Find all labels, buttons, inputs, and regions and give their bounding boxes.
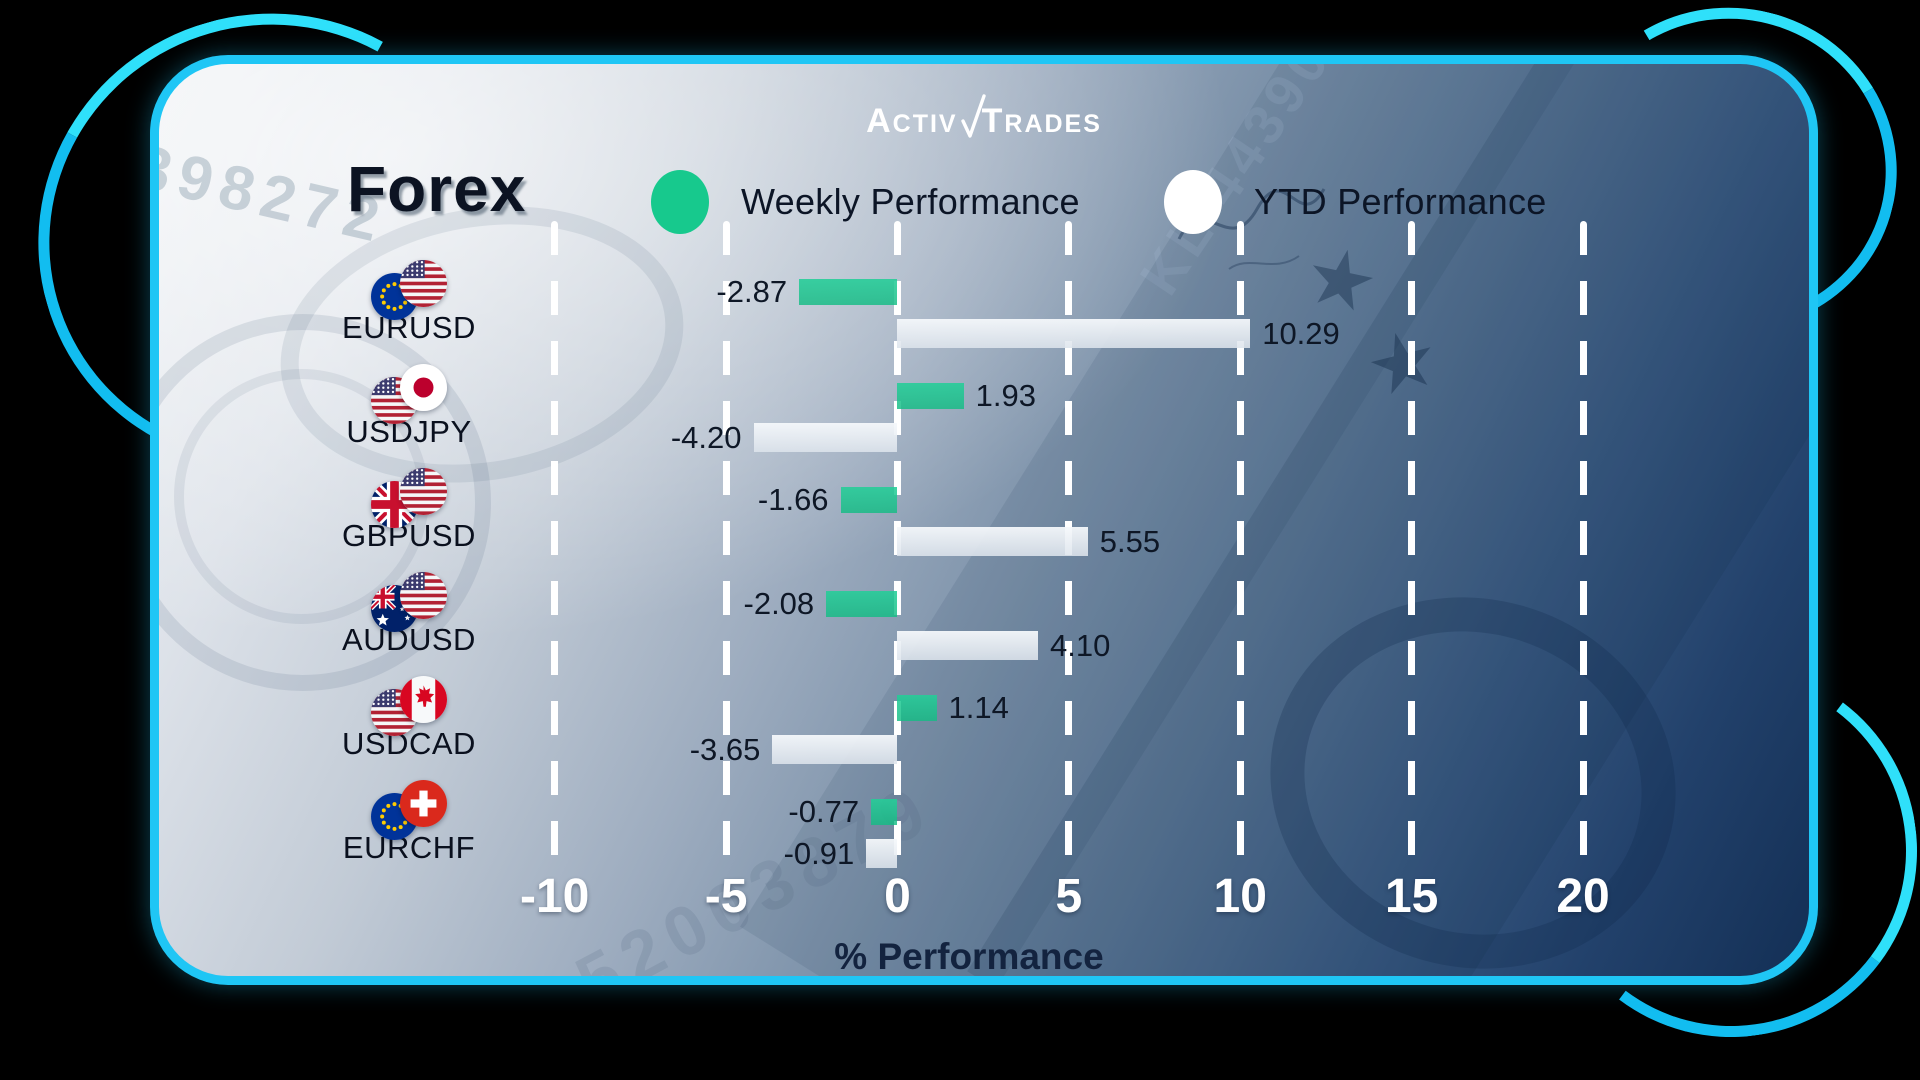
brand-check-slash-icon (960, 94, 986, 138)
weekly-value-label-eurusd: -2.87 (716, 274, 788, 309)
ytd-value-label-usdcad: -3.65 (689, 731, 761, 767)
gridline-15 (1408, 221, 1416, 869)
x-tick-label-15: 15 (1384, 870, 1439, 923)
ytd-value-label-eurusd: 10.29 (1262, 315, 1340, 351)
ytd-value-label-eurchf: -0.91 (783, 835, 855, 871)
gridline--5 (722, 221, 730, 869)
weekly-value-label-audusd: -2.08 (743, 586, 815, 621)
weekly-value-label-eurchf: -0.77 (788, 794, 860, 829)
flag-pair-gbpusd (371, 468, 448, 529)
ytd-value-label-audusd: 4.10 (1050, 627, 1111, 663)
gridline--10 (551, 221, 559, 869)
x-tick-label--10: -10 (520, 870, 590, 923)
weekly-value-label-usdjpy: 1.93 (975, 378, 1036, 413)
ca-flag-icon (400, 676, 447, 723)
page-title: Forex (347, 153, 527, 225)
brand-logo: Activ Trades (159, 94, 1809, 141)
pair-labels-column: EURUSD USDJPY GBPUSD AUDUSD USDCAD EURCHF (309, 237, 509, 877)
x-axis-ticks: -10 -5 0 5 10 15 20 (469, 869, 1799, 925)
ytd-bar-usdcad (772, 735, 898, 764)
pair-label-usdjpy: USDJPY (346, 414, 472, 449)
chart-card: 398272 KL 44390 52003879 Activ Trades For… (150, 55, 1818, 985)
us-flag-icon (400, 572, 447, 619)
weekly-bar-usdcad (897, 695, 937, 721)
jp-flag-icon (400, 364, 447, 411)
bars-area: -2.87 10.29 1.93 -4.20 -1.66 5.55 -2.08 4.10 1.1… (469, 237, 1799, 877)
x-tick-label-20: 20 (1556, 870, 1610, 923)
ytd-value-label-gbpusd: 5.55 (1099, 523, 1161, 559)
x-tick-label-10: 10 (1213, 870, 1267, 923)
flag-pair-usdjpy (371, 364, 448, 425)
us-flag-icon (400, 260, 447, 307)
ytd-bar-eurusd (897, 319, 1251, 348)
ytd-legend-label: YTD Performance (1254, 181, 1547, 222)
brand-logo-text-trades: Trades (981, 102, 1102, 140)
brand-logo-text-activ: Activ (866, 102, 958, 140)
weekly-legend-dot-icon (651, 170, 709, 234)
ytd-bar-audusd (897, 631, 1038, 660)
weekly-bar-gbpusd (840, 487, 898, 513)
legend-item-ytd: YTD Performance (1164, 169, 1547, 235)
weekly-value-label-usdcad: 1.14 (948, 690, 1009, 725)
weekly-bar-eurchf (871, 799, 898, 825)
flag-pair-audusd (371, 572, 448, 633)
weekly-legend-label: Weekly Performance (741, 181, 1080, 222)
us-flag-icon (400, 468, 447, 515)
ytd-bar-eurchf (866, 839, 898, 868)
x-tick-label-0: 0 (884, 870, 911, 923)
pair-label-eurusd: EURUSD (342, 310, 476, 345)
flag-pair-eurusd (371, 260, 448, 321)
pair-label-audusd: AUDUSD (342, 622, 476, 657)
x-tick-label--5: -5 (704, 870, 748, 923)
pair-label-eurchf: EURCHF (342, 830, 476, 865)
ytd-value-label-usdjpy: -4.20 (670, 419, 742, 455)
weekly-bar-usdjpy (897, 383, 964, 409)
pair-label-gbpusd: GBPUSD (342, 518, 476, 553)
weekly-bar-eurusd (799, 279, 898, 305)
ytd-bar-usdjpy (753, 423, 898, 452)
pair-label-usdcad: USDCAD (342, 726, 476, 761)
x-axis-title: % Performance (834, 936, 1104, 977)
flag-pair-eurchf (371, 780, 448, 841)
us-flag-icon (371, 377, 418, 424)
flag-pair-usdcad (371, 676, 448, 737)
legend-item-weekly: Weekly Performance (651, 169, 1080, 235)
ytd-bar-gbpusd (897, 527, 1088, 556)
x-tick-label-5: 5 (1055, 870, 1083, 923)
gridline-20 (1579, 221, 1587, 869)
ch-flag-icon (400, 780, 447, 827)
gridline-10 (1236, 221, 1244, 869)
weekly-value-label-gbpusd: -1.66 (757, 482, 829, 517)
weekly-bar-audusd (826, 591, 898, 617)
ytd-legend-dot-icon (1164, 170, 1222, 234)
